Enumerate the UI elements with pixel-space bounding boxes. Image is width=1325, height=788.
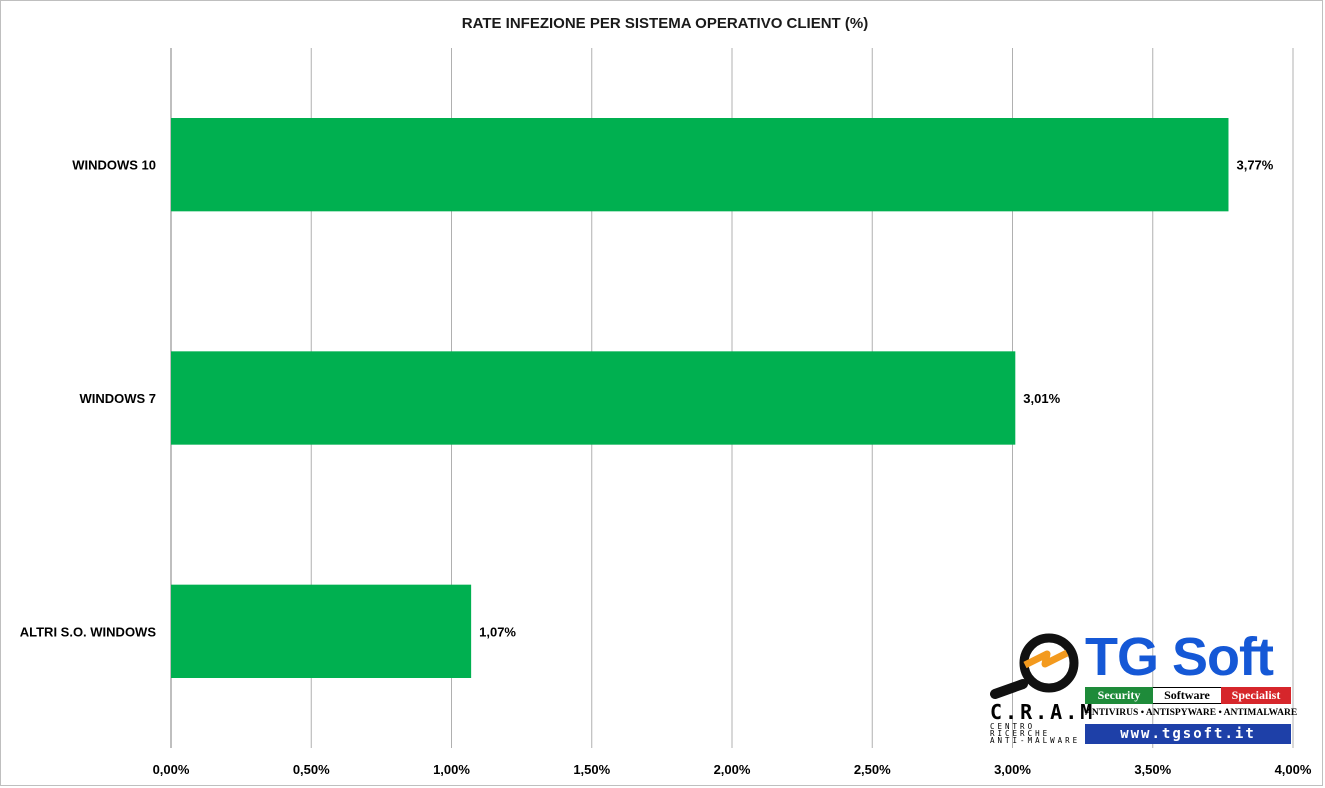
chart-title: RATE INFEZIONE PER SISTEMA OPERATIVO CLI… (462, 15, 868, 32)
band-specialist: Specialist (1221, 687, 1291, 704)
logo-tagline: ANTIVIRUS • ANTISPYWARE • ANTIMALWARE (1085, 708, 1298, 718)
data-label: 3,01% (1023, 391, 1060, 406)
x-tick-label: 3,50% (1134, 762, 1171, 777)
bars (171, 118, 1229, 678)
x-tick-label: 2,00% (714, 762, 751, 777)
data-label: 3,77% (1236, 158, 1273, 173)
category-label: ALTRI S.O. WINDOWS (20, 624, 157, 639)
band-security: Security (1085, 687, 1153, 704)
x-tick-label: 0,50% (293, 762, 330, 777)
x-tick-label: 4,00% (1275, 762, 1312, 777)
data-labels: 3,77% 3,01% 1,07% (479, 158, 1274, 640)
category-label: WINDOWS 10 (72, 158, 156, 173)
x-tick-label: 0,00% (153, 762, 190, 777)
bar (171, 351, 1016, 445)
bar (171, 584, 472, 678)
brand-name: TG Soft (1085, 627, 1274, 687)
band-software: Software (1153, 687, 1221, 704)
x-axis-ticks: 0,00% 0,50% 1,00% 1,50% 2,00% 2,50% 3,00% 3,50%… (153, 762, 1312, 777)
tgsoft-logo: C.R.A.M CENTRO RICERCHE ANTI-MALWARE TG … (985, 627, 1298, 746)
magnifier-logo-icon (990, 633, 1079, 699)
logo-band: Security Software Specialist (1085, 687, 1291, 704)
cram-subtitle: CENTRO RICERCHE ANTI-MALWARE (990, 722, 1081, 745)
cram-wordmark: C.R.A.M (990, 700, 1096, 724)
data-label: 1,07% (479, 624, 516, 639)
x-tick-label: 2,50% (854, 762, 891, 777)
category-labels: WINDOWS 10 WINDOWS 7 ALTRI S.O. WINDOWS (20, 158, 157, 640)
x-tick-label: 1,00% (433, 762, 470, 777)
bar (171, 118, 1229, 212)
logo-website: www.tgsoft.it (1085, 724, 1291, 744)
category-label: WINDOWS 7 (79, 391, 156, 406)
x-tick-label: 1,50% (573, 762, 610, 777)
x-tick-label: 3,00% (994, 762, 1031, 777)
